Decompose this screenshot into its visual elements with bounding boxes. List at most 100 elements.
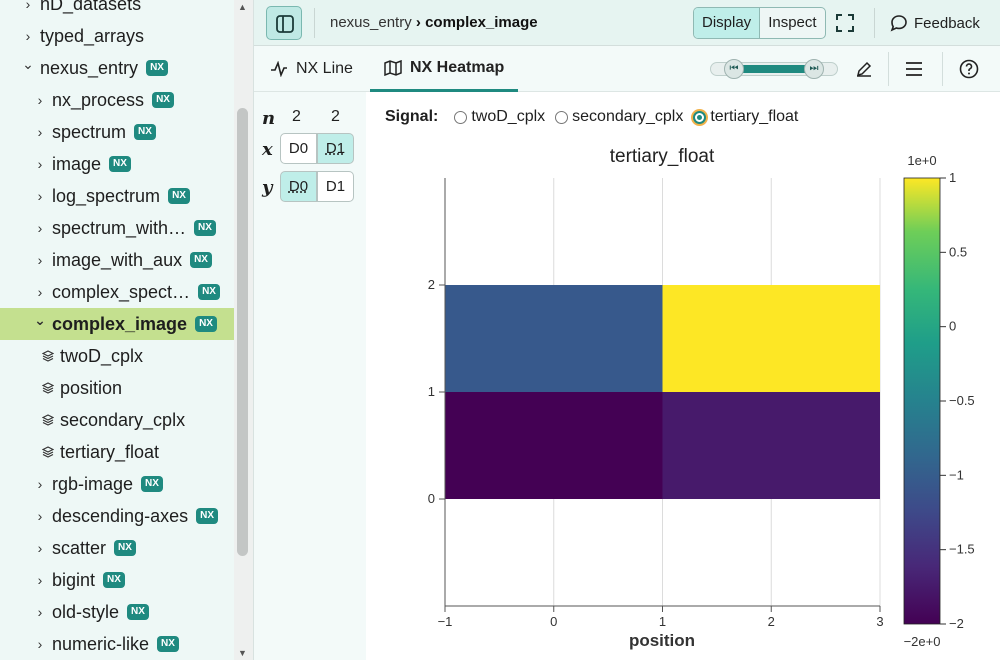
- chevron-right-icon: ›: [37, 604, 43, 620]
- chevron-down-icon: ⌄: [34, 311, 46, 328]
- tree-dataset-item[interactable]: tertiary_float: [0, 436, 234, 468]
- dimension-mapper: n 2 2 x D0 D1 y D0 D1: [254, 92, 366, 660]
- tree-group-item[interactable]: › rgb-image NX: [0, 468, 234, 500]
- chart-title: tertiary_float: [610, 146, 715, 167]
- nx-badge: NX: [146, 60, 168, 76]
- radio-button[interactable]: [454, 110, 468, 124]
- tree-group-item[interactable]: › descending-axes NX: [0, 500, 234, 532]
- tree-group-item[interactable]: ⌄ complex_image NX: [0, 308, 234, 340]
- tree-group-item[interactable]: › nx_process NX: [0, 84, 234, 116]
- scroll-down-arrow-icon[interactable]: ▼: [238, 648, 247, 658]
- colorbar-tick-label: −2: [949, 616, 964, 631]
- y-axis-d0-button[interactable]: D0: [280, 171, 317, 202]
- chevron-right-icon: ›: [37, 636, 43, 652]
- tree-group-item[interactable]: › spectrum NX: [0, 116, 234, 148]
- tree-group-item[interactable]: › log_spectrum NX: [0, 180, 234, 212]
- tree-item-label: rgb-image: [52, 473, 134, 494]
- x-tick-label: 2: [768, 614, 775, 629]
- nx-badge: NX: [134, 124, 156, 140]
- divider: [874, 8, 875, 38]
- slider-min-thumb[interactable]: ⏮: [724, 59, 744, 79]
- colorbar-tick-label: −1: [949, 467, 964, 482]
- tree-item-label: image: [52, 153, 102, 174]
- tree-dataset-item[interactable]: position: [0, 372, 234, 404]
- dataset-layers-icon: [42, 446, 54, 458]
- tree-group-item[interactable]: › complex_spect… NX: [0, 276, 234, 308]
- scroll-thumb[interactable]: [237, 108, 248, 556]
- inspect-mode-button[interactable]: Inspect: [759, 8, 824, 38]
- chevron-right-icon: ›: [37, 220, 43, 236]
- radio-button[interactable]: [555, 110, 569, 124]
- y-axis: 0 1 2: [428, 178, 446, 606]
- tree-item-label: old-style: [52, 601, 120, 622]
- chevron-right-icon: ›: [37, 188, 43, 204]
- x-d0-label: D0: [288, 140, 309, 157]
- tree-item-label: log_spectrum: [52, 185, 161, 206]
- tree-group-item[interactable]: › numeric-like NX: [0, 628, 234, 660]
- colorbar-tick-label: 0.5: [949, 244, 967, 259]
- colorbar-tick-label: 1: [949, 170, 956, 185]
- colorbar-tick-label: 0: [949, 319, 956, 334]
- x-axis-d0-button[interactable]: D0: [280, 133, 317, 164]
- explorer-tree: › nD_datasets › typed_arrays ⌄ nexus_entry NX ›…: [0, 0, 234, 660]
- skip-end-icon: ⏭: [809, 63, 819, 74]
- tree-group-item[interactable]: › spectrum_with… NX: [0, 212, 234, 244]
- heatmap-cell: [445, 285, 663, 392]
- nx-badge: NX: [103, 572, 125, 588]
- nx-badge: NX: [109, 156, 131, 172]
- y-axis-d1-button[interactable]: D1: [317, 171, 354, 202]
- scroll-up-arrow-icon[interactable]: ▲: [238, 2, 247, 12]
- x-tick-label: −1: [438, 614, 453, 629]
- hamburger-menu-icon[interactable]: [905, 61, 923, 77]
- nx-badge: NX: [195, 316, 217, 332]
- tree-item-label: tertiary_float: [60, 441, 160, 462]
- heatmap-chart: tertiary_float −1 0 1 2 3 0 1 2 position 1 0.5 0…: [428, 146, 975, 650]
- tab-nx-heatmap[interactable]: NX Heatmap: [370, 46, 518, 92]
- tree-group-item[interactable]: › image_with_aux NX: [0, 244, 234, 276]
- nx-badge: NX: [194, 220, 216, 236]
- divider: [314, 8, 315, 38]
- range-slider[interactable]: ⏮ ⏭: [710, 59, 840, 79]
- tree-group-item[interactable]: › scatter NX: [0, 532, 234, 564]
- tree-item-label: descending-axes: [52, 505, 189, 526]
- help-circle-icon[interactable]: [959, 59, 979, 79]
- feedback-label: Feedback: [914, 14, 980, 32]
- tree-dataset-item[interactable]: secondary_cplx: [0, 404, 234, 436]
- radio-button-selected[interactable]: [693, 110, 707, 124]
- dim-size-0: 2: [292, 108, 301, 125]
- tree-group-item[interactable]: › bigint NX: [0, 564, 234, 596]
- y-tick-label: 0: [428, 491, 435, 506]
- tree-item-label: numeric-like: [52, 633, 150, 654]
- tree-group-item[interactable]: › old-style NX: [0, 596, 234, 628]
- tree-group-item[interactable]: › nD_datasets: [0, 0, 234, 20]
- edit-pen-icon[interactable]: [856, 61, 872, 77]
- breadcrumb-parent[interactable]: nexus_entry: [330, 14, 412, 31]
- fullscreen-icon[interactable]: [836, 14, 854, 32]
- nx-badge: NX: [190, 252, 212, 268]
- visualizer-tabs: NX Line NX Heatmap ⏮ ⏭: [254, 46, 1000, 92]
- tree-group-item[interactable]: ⌄ nexus_entry NX: [0, 52, 234, 84]
- x-axis-d1-button[interactable]: D1: [317, 133, 354, 164]
- y-tick-label: 1: [428, 384, 435, 399]
- signal-option-twod-cplx[interactable]: twoD_cplx: [454, 108, 545, 126]
- display-mode-button[interactable]: Display: [694, 8, 760, 38]
- tree-item-label: twoD_cplx: [60, 345, 144, 366]
- tree-item-label: image_with_aux: [52, 249, 183, 270]
- tree-dataset-item[interactable]: twoD_cplx: [0, 340, 234, 372]
- heatmap-cells: [445, 285, 880, 499]
- feedback-button[interactable]: Feedback: [890, 14, 980, 32]
- top-bar: nexus_entry › complex_image Display Insp…: [254, 0, 1000, 46]
- tree-group-item[interactable]: › typed_arrays: [0, 20, 234, 52]
- signal-option-tertiary-float[interactable]: tertiary_float: [693, 108, 798, 126]
- sidebar-scrollbar[interactable]: ▲ ▼: [234, 0, 253, 660]
- y-d0-label: D0: [288, 178, 309, 195]
- tab-nx-line[interactable]: NX Line: [270, 46, 353, 92]
- slider-max-thumb[interactable]: ⏭: [804, 59, 824, 79]
- sidebar: › nD_datasets › typed_arrays ⌄ nexus_entry NX ›…: [0, 0, 254, 660]
- tree-group-item[interactable]: › image NX: [0, 148, 234, 180]
- signal-option-secondary-cplx[interactable]: secondary_cplx: [555, 108, 683, 126]
- colorbar-tick-label: −0.5: [949, 393, 975, 408]
- sidebar-panel-icon: [276, 15, 294, 33]
- toggle-sidebar-button[interactable]: [266, 6, 302, 40]
- x-axis: −1 0 1 2 3: [438, 605, 884, 629]
